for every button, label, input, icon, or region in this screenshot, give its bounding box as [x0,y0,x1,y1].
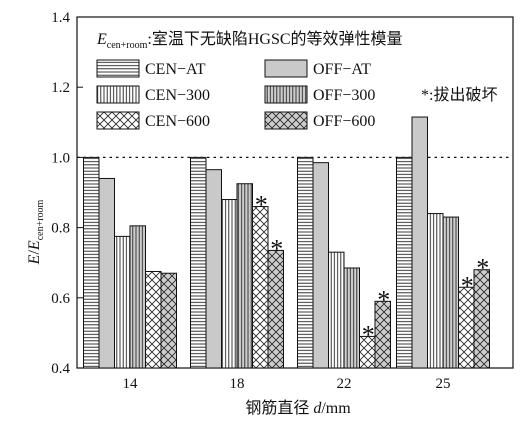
legend-label: CEN−300 [145,87,210,104]
y-tick-label: 0.4 [51,361,70,377]
y-tick-label: 1.0 [51,150,70,166]
bar [205,169,222,369]
bar [312,162,329,369]
x-tick-label: 18 [230,376,245,392]
bar [129,225,146,369]
legend-label: OFF−300 [313,87,375,104]
legend-label: CEN−AT [145,61,206,78]
y-tick-label: 0.6 [51,291,70,307]
x-tick-label: 14 [123,376,139,392]
bar [374,300,391,369]
svg-text:E/Ecen+room: E/Ecen+room [26,199,46,265]
bar [236,183,253,369]
bar [83,156,100,369]
bar [411,116,428,369]
bar [252,206,269,369]
y-tick-label: 1.4 [51,10,70,26]
legend-swatch [96,85,140,104]
legend-swatch [264,111,308,130]
bar [160,272,177,369]
bar [297,156,314,369]
legend-swatch [264,85,308,104]
legend-swatch [96,111,140,130]
legend-swatch [264,59,308,78]
x-axis-label: 钢筋直径 d/mm [245,399,351,417]
legend-swatch [96,59,140,78]
legend-label: OFF−600 [313,113,375,130]
pullout-marker: * [362,320,375,349]
bar [114,235,131,369]
pullout-marker: * [476,254,489,283]
y-tick-label: 1.2 [51,80,70,96]
legend-title: Ecen+room:室温下无缺陷HGSC的等效弹性模量 [96,30,403,51]
pullout-marker: * [255,191,268,220]
x-tick-label: 22 [337,376,352,392]
bar [221,199,238,369]
bar [473,269,490,369]
pullout-marker: * [270,234,283,263]
legend-note: *:拔出破坏 [421,86,497,104]
legend-label: OFF−AT [313,61,371,78]
bar [343,267,360,369]
bar [190,156,207,369]
bar [145,270,162,369]
bar [427,213,444,369]
y-axis-label: E/Ecen+room [26,199,46,265]
plot-frame [76,16,514,369]
x-tick-label: 25 [436,376,451,392]
legend-label: CEN−600 [145,113,210,130]
legend: Ecen+room:室温下无缺陷HGSC的等效弹性模量 CEN−AT OFF−AT C… [96,30,497,130]
bar [442,216,459,369]
bar [267,249,284,369]
pullout-marker: * [461,271,474,300]
y-tick-label: 0.8 [51,221,70,237]
bar [396,156,413,369]
pullout-marker: * [377,285,390,314]
bar [328,251,345,369]
bar [98,177,115,369]
